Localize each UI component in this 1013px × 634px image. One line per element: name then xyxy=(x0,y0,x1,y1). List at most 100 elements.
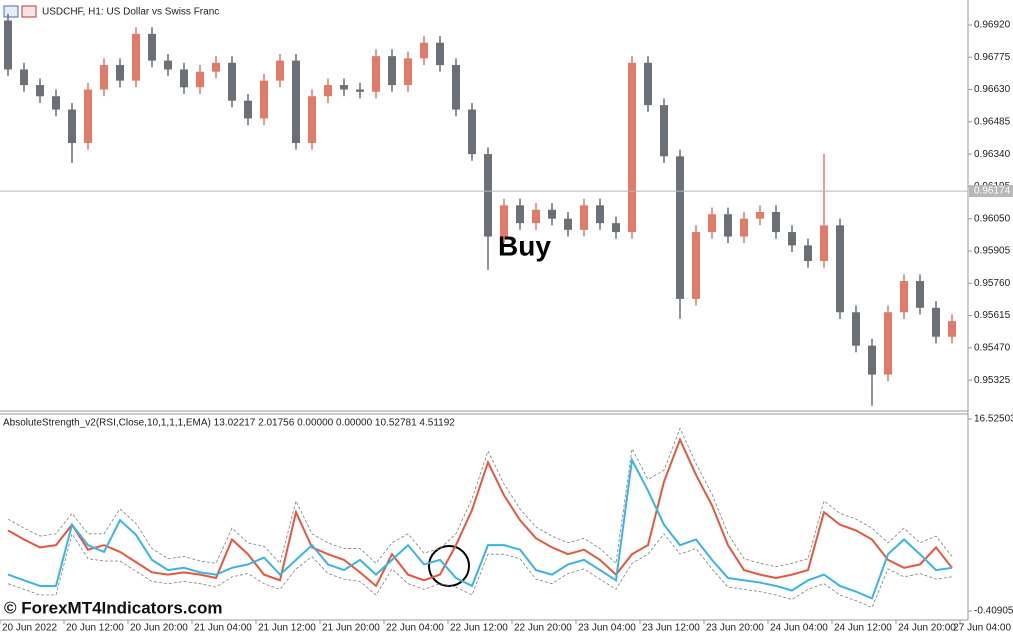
candle-body xyxy=(516,205,524,224)
candle-body xyxy=(52,96,60,110)
candle-body xyxy=(260,80,268,119)
indicator-line xyxy=(7,532,953,609)
candle-body xyxy=(84,89,92,143)
indicator-title: AbsoluteStrength_v2(RSI,Close,10,1,1,1,E… xyxy=(3,418,455,429)
candle-body xyxy=(548,209,556,219)
y-tick-label: 16.52503 xyxy=(974,414,1013,425)
candle-body xyxy=(388,56,396,86)
indicator-line xyxy=(7,456,953,600)
candle-body xyxy=(468,109,476,155)
x-tick-label: 21 Jun 20:00 xyxy=(322,623,380,634)
candle-body xyxy=(580,205,588,230)
candle-body xyxy=(276,60,284,81)
candle-body xyxy=(404,58,412,86)
candle-body xyxy=(420,42,428,59)
x-tick-label: 20 Jun 20:00 xyxy=(130,623,188,634)
candle-body xyxy=(772,212,780,233)
candle-body xyxy=(820,225,828,262)
flag-icon[interactable] xyxy=(21,5,37,18)
current-price-box xyxy=(969,185,1013,198)
chart-title: USDCHF, H1: US Dollar vs Swiss Franc xyxy=(42,7,219,18)
y-tick-label: 0.95615 xyxy=(974,310,1011,321)
x-tick-label: 21 Jun 12:00 xyxy=(258,623,316,634)
x-tick-label: 20 Jun 12:00 xyxy=(66,623,124,634)
candle-body xyxy=(628,62,636,233)
x-tick-label: 22 Jun 04:00 xyxy=(386,623,444,634)
candle-body xyxy=(68,109,76,143)
x-tick-label: 23 Jun 20:00 xyxy=(706,623,764,634)
candle-body xyxy=(148,33,156,61)
candle-body xyxy=(788,232,796,246)
x-tick-label: 23 Jun 04:00 xyxy=(578,623,636,634)
candle-body xyxy=(180,69,188,88)
candle-body xyxy=(244,100,252,119)
indicator-line xyxy=(7,437,953,588)
candle-body xyxy=(292,60,300,143)
candle-body xyxy=(500,205,508,237)
candle-body xyxy=(756,212,764,219)
x-tick-label: 21 Jun 04:00 xyxy=(194,623,252,634)
candle-body xyxy=(884,312,892,375)
candle-body xyxy=(660,105,668,157)
y-tick-label: 0.96485 xyxy=(974,116,1011,127)
x-tick-label: 24 Jun 04:00 xyxy=(770,623,828,634)
indicator-line xyxy=(7,427,953,568)
y-tick-label: -0.40905 xyxy=(974,606,1013,617)
menu-icon[interactable] xyxy=(3,5,19,18)
candle-body xyxy=(116,65,124,81)
x-tick-label: 24 Jun 12:00 xyxy=(834,623,892,634)
highlight-circle xyxy=(428,545,470,587)
candle-body xyxy=(164,60,172,70)
x-tick-label: 27 Jun 04:00 xyxy=(953,623,1011,634)
candle-body xyxy=(804,245,812,262)
x-tick-label: 22 Jun 12:00 xyxy=(450,623,508,634)
candle-body xyxy=(708,214,716,233)
candle-body xyxy=(372,56,380,92)
x-tick-label: 20 Jun 2022 xyxy=(2,623,57,634)
candle-body xyxy=(948,321,956,337)
candle-body xyxy=(212,62,220,72)
y-tick-label: 0.95325 xyxy=(974,375,1011,386)
candle-body xyxy=(228,62,236,101)
x-tick-label: 22 Jun 20:00 xyxy=(514,623,572,634)
candle-body xyxy=(612,223,620,233)
candle-body xyxy=(692,232,700,299)
y-tick-label: 0.96630 xyxy=(974,84,1011,95)
candle-body xyxy=(196,71,204,88)
candle-body xyxy=(676,156,684,299)
candle-body xyxy=(740,218,748,237)
current-price-label: 0.96174 xyxy=(974,186,1011,197)
candle-body xyxy=(4,20,12,70)
candle-body xyxy=(868,345,876,375)
candle-body xyxy=(20,69,28,86)
candle-body xyxy=(36,85,44,97)
candle-body xyxy=(132,33,140,81)
candle-body xyxy=(308,96,316,143)
watermark: © ForexMT4Indicators.com xyxy=(4,598,222,617)
candle-body xyxy=(724,214,732,237)
y-tick-label: 0.96340 xyxy=(974,149,1011,160)
candle-body xyxy=(900,281,908,313)
candle-body xyxy=(436,42,444,66)
candle-body xyxy=(532,209,540,224)
y-tick-label: 0.95905 xyxy=(974,246,1011,257)
candle-body xyxy=(100,65,108,90)
candle-body xyxy=(932,307,940,337)
candle-body xyxy=(644,62,652,106)
y-tick-label: 0.96775 xyxy=(974,52,1011,63)
candle-body xyxy=(356,89,364,92)
candle-body xyxy=(836,225,844,313)
x-tick-label: 24 Jun 20:00 xyxy=(898,623,956,634)
x-tick-label: 23 Jun 12:00 xyxy=(642,623,700,634)
candle-body xyxy=(484,154,492,237)
candle-body xyxy=(564,218,572,230)
y-tick-label: 0.95470 xyxy=(974,343,1011,354)
candle-body xyxy=(452,65,460,110)
candle-body xyxy=(852,312,860,346)
candle-body xyxy=(324,85,332,97)
y-tick-label: 0.96920 xyxy=(974,20,1011,31)
y-tick-label: 0.96050 xyxy=(974,213,1011,224)
y-tick-label: 0.95760 xyxy=(974,278,1011,289)
